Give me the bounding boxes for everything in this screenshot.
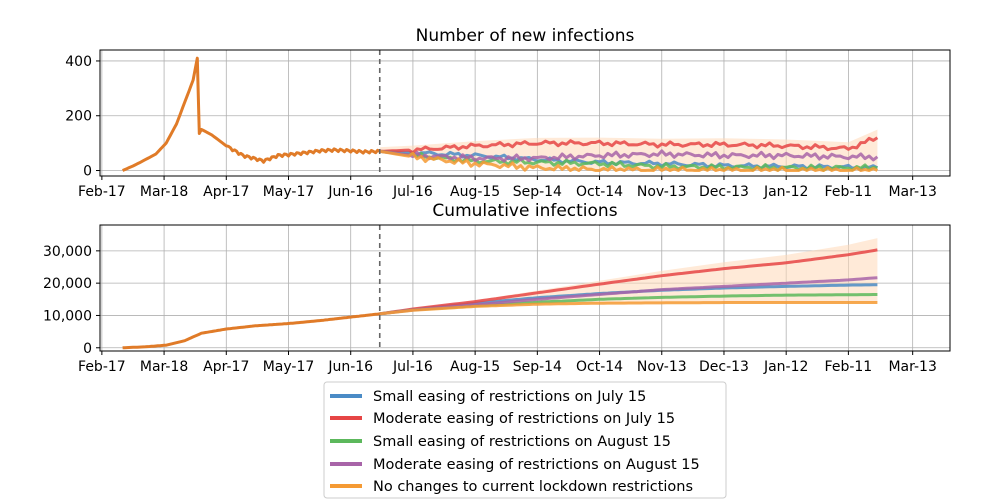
series-lines (122, 56, 879, 172)
x-tick-label: Oct-14 (576, 359, 623, 375)
legend-label: Small easing of restrictions on August 1… (373, 434, 671, 450)
y-tick-label: 0 (83, 341, 92, 357)
x-tick-label: Jan-12 (763, 184, 808, 200)
x-tick-label: Jun-16 (327, 359, 373, 375)
legend-label: Moderate easing of restrictions on Augus… (373, 457, 700, 473)
legend-item: No changes to current lockdown restricti… (330, 479, 693, 495)
y-axis-ticks: 0 10,000 20,000 30,000 (43, 244, 100, 357)
historical-line (122, 312, 380, 350)
x-tick-label: Dec-13 (699, 359, 749, 375)
x-tick-label: Mar-13 (888, 359, 936, 375)
y-tick-label: 400 (65, 54, 92, 70)
x-tick-label: Sep-14 (513, 359, 562, 375)
legend-label: No changes to current lockdown restricti… (373, 479, 693, 495)
x-tick-label: Feb-11 (825, 184, 873, 200)
x-tick-label: Feb-17 (78, 359, 126, 375)
y-axis-ticks: 0 200 400 (65, 54, 100, 180)
legend-item: Moderate easing of restrictions on July … (330, 411, 675, 427)
x-axis-ticks: Feb-17 Mar-18 Apr-17 May-17 Jun-16 Jul-16 Aug-… (78, 351, 937, 375)
x-tick-label: Mar-13 (888, 184, 936, 200)
x-tick-label: Jul-16 (392, 359, 433, 375)
x-axis-ticks: Feb-17 Mar-18 Apr-17 May-17 Jun-16 Jul-16 Aug-… (78, 176, 937, 200)
cumulative-infections-panel: Cumulative infections 0 10,000 20,000 30,00… (43, 201, 951, 375)
x-tick-label: Feb-11 (825, 359, 873, 375)
legend-label: Moderate easing of restrictions on July … (373, 411, 675, 427)
x-tick-label: Nov-13 (637, 184, 687, 200)
legend-item: Small easing of restrictions on August 1… (330, 434, 671, 450)
series-line (379, 248, 878, 316)
x-tick-label: Jan-12 (763, 359, 808, 375)
y-tick-label: 200 (65, 109, 92, 125)
x-tick-label: Aug-15 (450, 184, 500, 200)
y-tick-label: 10,000 (43, 308, 92, 324)
y-tick-label: 30,000 (43, 244, 92, 260)
legend-label: Small easing of restrictions on July 15 (373, 389, 646, 405)
y-tick-label: 20,000 (43, 276, 92, 292)
series-line (379, 149, 879, 163)
x-tick-label: Jun-16 (327, 184, 373, 200)
plot-frame (99, 49, 951, 177)
x-tick-label: Mar-18 (140, 184, 188, 200)
x-tick-label: Apr-17 (203, 184, 249, 200)
y-tick-label: 0 (83, 164, 92, 180)
historical-line (122, 56, 381, 172)
series-line (379, 136, 879, 155)
x-tick-label: May-17 (263, 184, 315, 200)
series-line (379, 149, 879, 172)
legend: Small easing of restrictions on July 15 … (323, 381, 727, 499)
x-tick-label: Dec-13 (699, 184, 749, 200)
plot-frame (99, 224, 951, 352)
x-tick-label: Mar-18 (140, 359, 188, 375)
series-line (379, 301, 878, 316)
x-tick-label: Apr-17 (203, 359, 249, 375)
legend-box (323, 381, 727, 499)
x-tick-label: May-17 (263, 359, 315, 375)
x-tick-label: Jul-16 (392, 184, 433, 200)
legend-item: Small easing of restrictions on July 15 (330, 389, 646, 405)
x-tick-label: Oct-14 (576, 184, 623, 200)
x-tick-label: Aug-15 (450, 359, 500, 375)
legend-item: Moderate easing of restrictions on Augus… (330, 457, 700, 473)
x-tick-label: Feb-17 (78, 184, 126, 200)
chart-title: Number of new infections (416, 26, 635, 46)
x-tick-label: Nov-13 (637, 359, 687, 375)
x-tick-label: Sep-14 (513, 184, 562, 200)
chart-title: Cumulative infections (432, 201, 617, 221)
series-lines (122, 248, 878, 350)
new-infections-panel: Number of new infections 0 200 400 Feb-17 M… (65, 26, 951, 200)
